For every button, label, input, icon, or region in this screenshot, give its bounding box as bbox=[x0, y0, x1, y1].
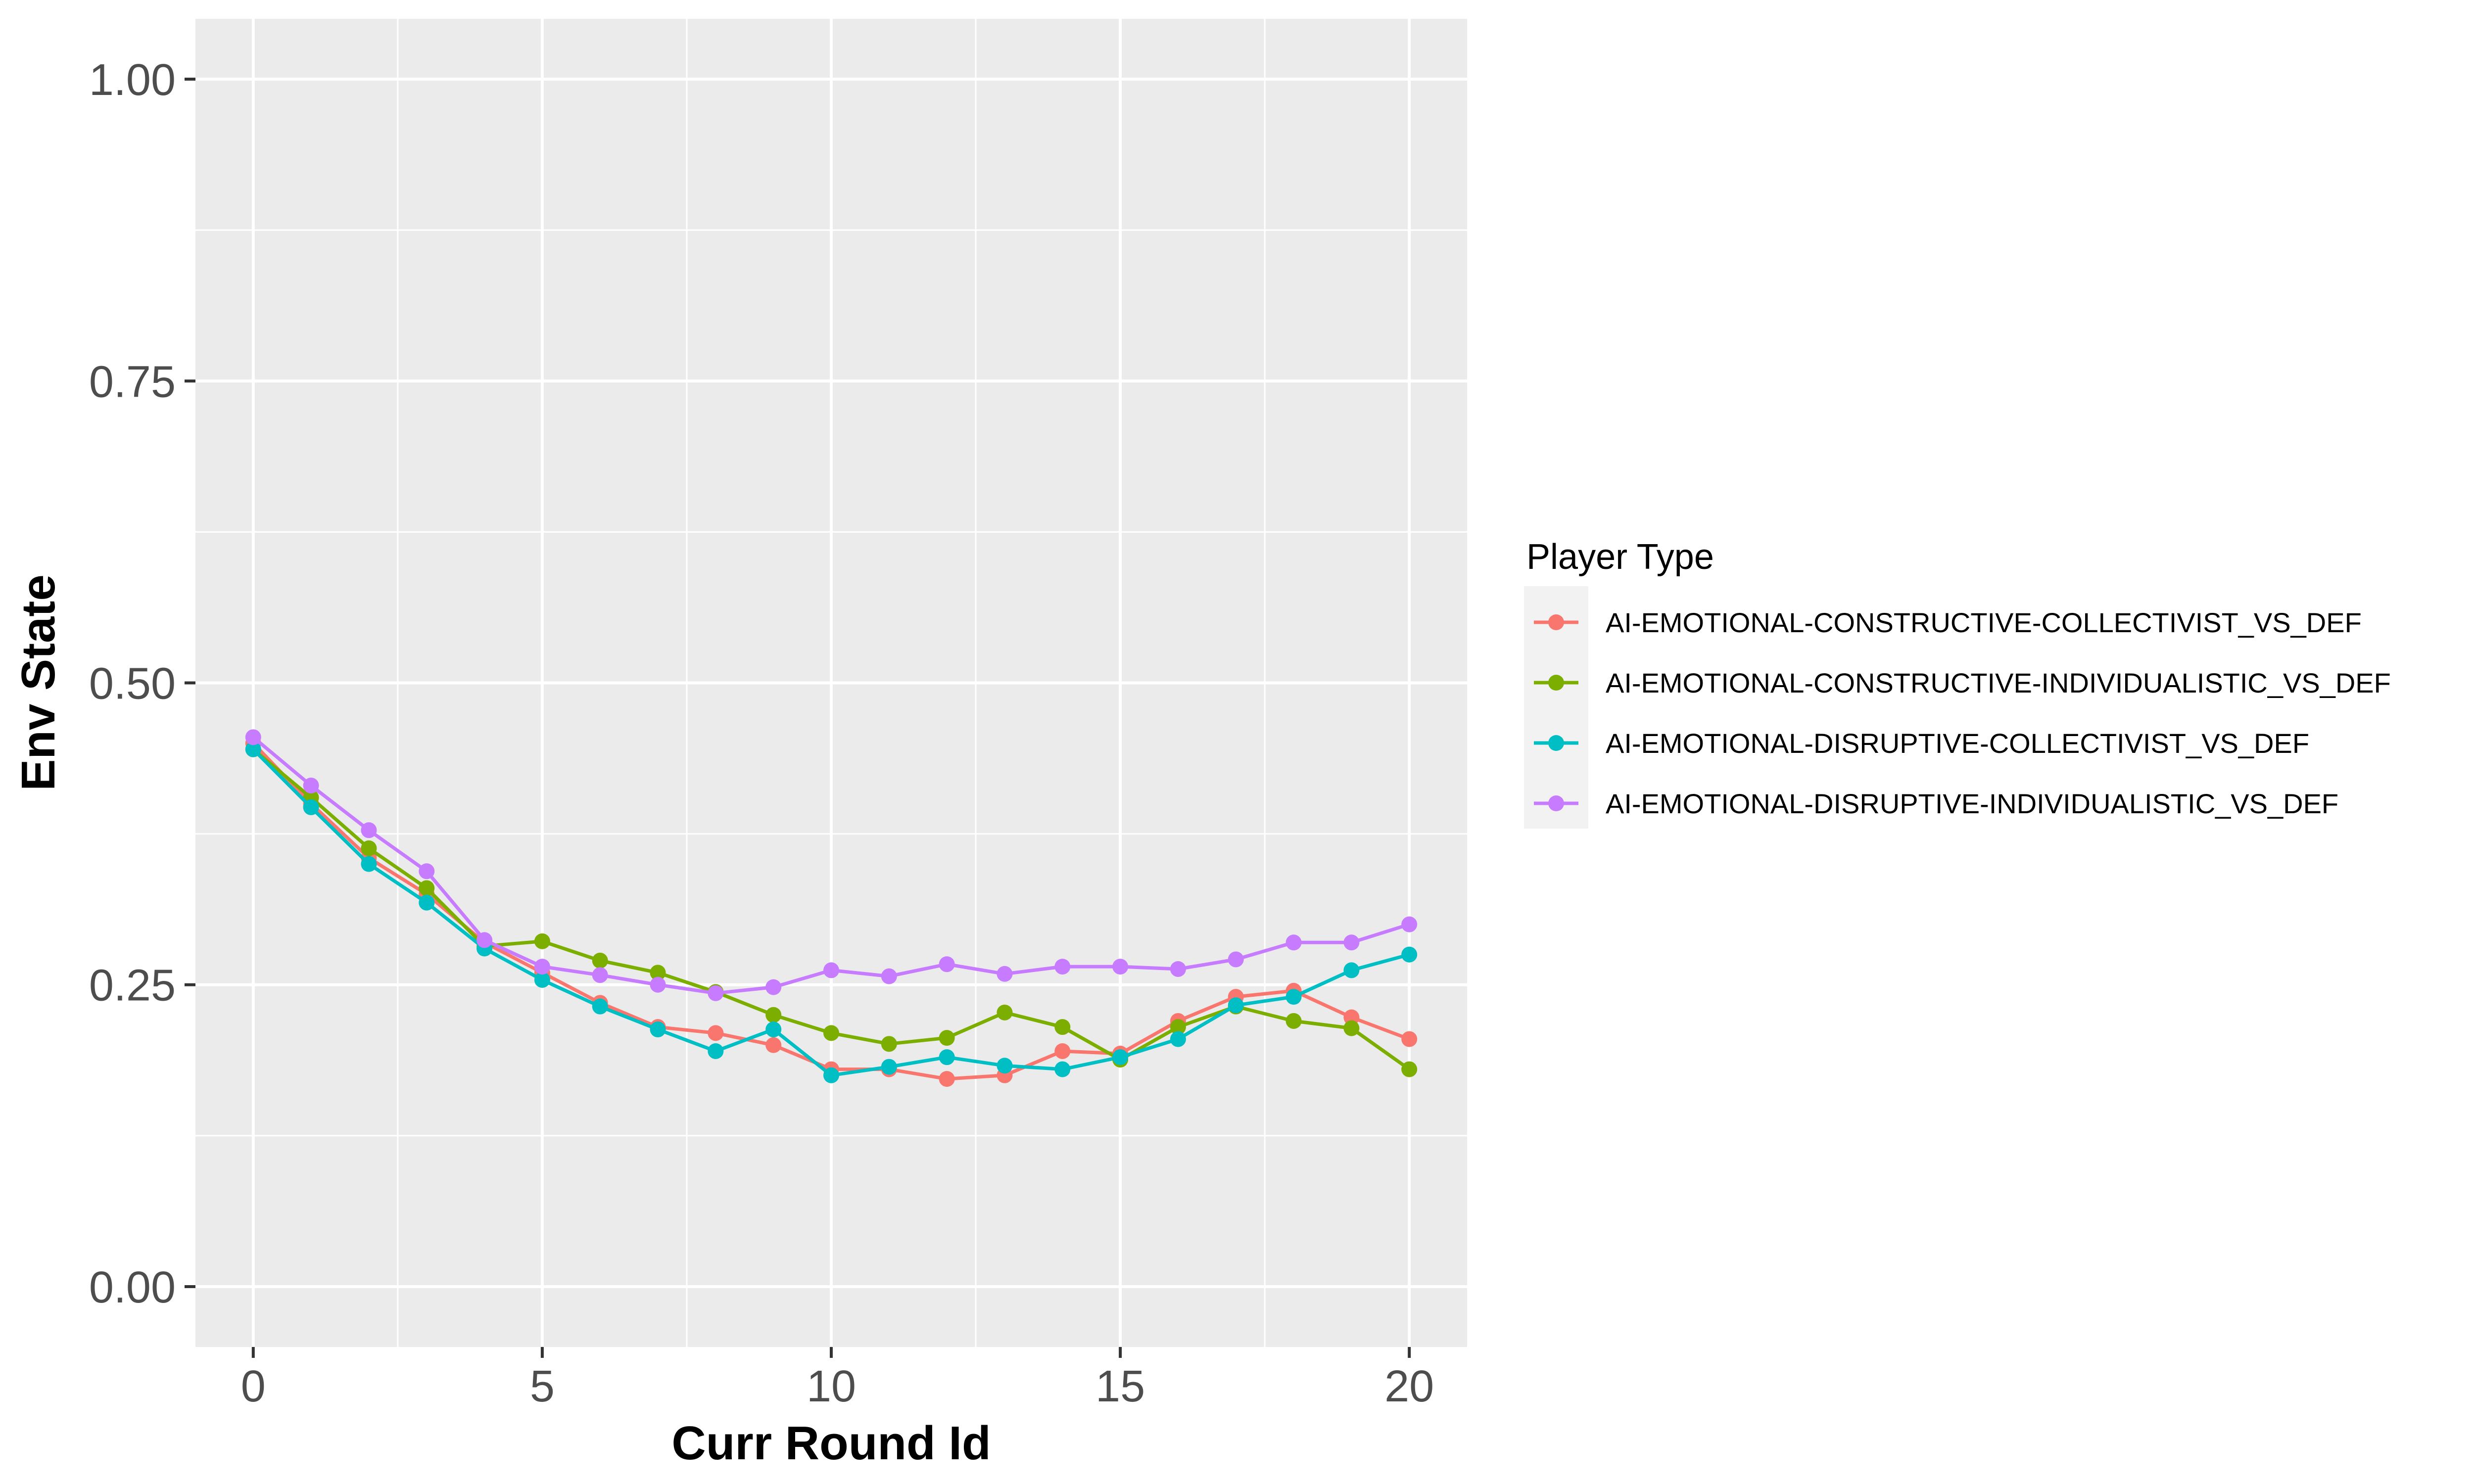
data-point bbox=[997, 966, 1013, 982]
x-tick-label: 10 bbox=[807, 1362, 856, 1411]
legend-label: AI-EMOTIONAL-CONSTRUCTIVE-INDIVIDUALISTI… bbox=[1606, 667, 2391, 698]
data-point bbox=[765, 1021, 782, 1038]
data-point bbox=[997, 1004, 1013, 1020]
data-point bbox=[1401, 946, 1418, 963]
data-point bbox=[534, 972, 550, 988]
data-point bbox=[361, 840, 377, 856]
y-tick-label: 0.00 bbox=[89, 1263, 176, 1312]
data-point bbox=[1228, 951, 1244, 968]
y-tick-label: 1.00 bbox=[89, 55, 176, 105]
data-point bbox=[1170, 961, 1186, 977]
legend-key-point bbox=[1548, 735, 1564, 751]
data-point bbox=[1343, 934, 1360, 951]
y-tick-label: 0.75 bbox=[89, 357, 176, 407]
data-point bbox=[939, 1030, 955, 1046]
data-point bbox=[765, 1007, 782, 1023]
data-point bbox=[534, 959, 550, 975]
data-point bbox=[765, 1037, 782, 1053]
legend-key-point bbox=[1548, 614, 1564, 630]
data-point bbox=[1401, 1031, 1418, 1047]
y-tick-label: 0.50 bbox=[89, 659, 176, 709]
series-4 bbox=[245, 729, 1418, 1001]
data-point bbox=[939, 1049, 955, 1066]
data-point bbox=[708, 1025, 724, 1041]
data-point bbox=[476, 932, 493, 948]
data-point bbox=[1112, 959, 1129, 975]
data-point bbox=[1054, 1061, 1071, 1077]
data-point bbox=[245, 741, 261, 757]
data-point bbox=[997, 1058, 1013, 1074]
data-point bbox=[1285, 1013, 1302, 1029]
legend-label: AI-EMOTIONAL-CONSTRUCTIVE-COLLECTIVIST_V… bbox=[1606, 607, 2362, 638]
data-point bbox=[303, 777, 319, 793]
data-point bbox=[419, 894, 435, 911]
y-tick-labels: 0.00 0.25 0.50 0.75 1.00 bbox=[89, 55, 176, 1312]
data-point bbox=[823, 1067, 839, 1083]
series-layer bbox=[245, 729, 1418, 1087]
data-point bbox=[361, 856, 377, 872]
legend-title: Player Type bbox=[1526, 537, 1714, 577]
data-point bbox=[1343, 962, 1360, 978]
data-point bbox=[650, 965, 666, 981]
x-tick-label: 20 bbox=[1384, 1362, 1434, 1411]
data-point bbox=[881, 1059, 897, 1075]
data-point bbox=[823, 962, 839, 978]
y-axis-title: Env State bbox=[12, 574, 65, 790]
legend-key-point bbox=[1548, 675, 1564, 691]
legend-items: AI-EMOTIONAL-CONSTRUCTIVE-COLLECTIVIST_V… bbox=[1534, 607, 2391, 819]
data-point bbox=[534, 933, 550, 949]
data-point bbox=[592, 952, 608, 969]
data-point bbox=[939, 956, 955, 973]
legend: Player Type AI-EMOTIONAL-CONSTRUCTIVE-CO… bbox=[1524, 537, 2391, 829]
data-point bbox=[303, 799, 319, 815]
data-point bbox=[1112, 1049, 1129, 1066]
data-point bbox=[708, 1043, 724, 1059]
x-tick-labels: 0 5 10 15 20 bbox=[241, 1362, 1434, 1411]
data-point bbox=[419, 880, 435, 896]
data-point bbox=[823, 1025, 839, 1041]
data-point bbox=[245, 729, 261, 745]
data-point bbox=[419, 863, 435, 880]
x-tick-label: 5 bbox=[530, 1362, 555, 1411]
x-tick-label: 15 bbox=[1095, 1362, 1145, 1411]
data-point bbox=[361, 822, 377, 838]
legend-label: AI-EMOTIONAL-DISRUPTIVE-INDIVIDUALISTIC_… bbox=[1606, 788, 2338, 819]
legend-key-point bbox=[1548, 795, 1564, 811]
data-point bbox=[1401, 916, 1418, 932]
grid-major bbox=[195, 19, 1467, 1347]
data-point bbox=[1054, 1043, 1071, 1059]
data-point bbox=[708, 985, 724, 1001]
data-point bbox=[939, 1071, 955, 1087]
data-point bbox=[1343, 1009, 1360, 1025]
data-point bbox=[1228, 997, 1244, 1014]
data-point bbox=[1170, 1019, 1186, 1035]
data-point bbox=[765, 979, 782, 995]
data-point bbox=[1285, 989, 1302, 1005]
legend-label: AI-EMOTIONAL-DISRUPTIVE-COLLECTIVIST_VS_… bbox=[1606, 728, 2309, 759]
legend-item: AI-EMOTIONAL-DISRUPTIVE-INDIVIDUALISTIC_… bbox=[1534, 788, 2338, 819]
series-3 bbox=[245, 741, 1418, 1083]
x-tick-label: 0 bbox=[241, 1362, 266, 1411]
data-point bbox=[1054, 959, 1071, 975]
x-axis-title: Curr Round Id bbox=[671, 1417, 991, 1470]
data-point bbox=[1170, 1031, 1186, 1047]
axis-ticks bbox=[185, 78, 1411, 1358]
data-point bbox=[1401, 1061, 1418, 1077]
data-point bbox=[592, 998, 608, 1015]
data-point bbox=[650, 976, 666, 993]
legend-item: AI-EMOTIONAL-CONSTRUCTIVE-INDIVIDUALISTI… bbox=[1534, 667, 2391, 698]
legend-item: AI-EMOTIONAL-CONSTRUCTIVE-COLLECTIVIST_V… bbox=[1534, 607, 2362, 638]
data-point bbox=[592, 967, 608, 983]
data-point bbox=[1054, 1019, 1071, 1035]
data-point bbox=[1285, 934, 1302, 951]
y-tick-label: 0.25 bbox=[89, 961, 176, 1011]
data-point bbox=[650, 1021, 666, 1038]
data-point bbox=[1343, 1020, 1360, 1036]
data-point bbox=[881, 968, 897, 984]
legend-item: AI-EMOTIONAL-DISRUPTIVE-COLLECTIVIST_VS_… bbox=[1534, 728, 2309, 759]
data-point bbox=[881, 1036, 897, 1052]
